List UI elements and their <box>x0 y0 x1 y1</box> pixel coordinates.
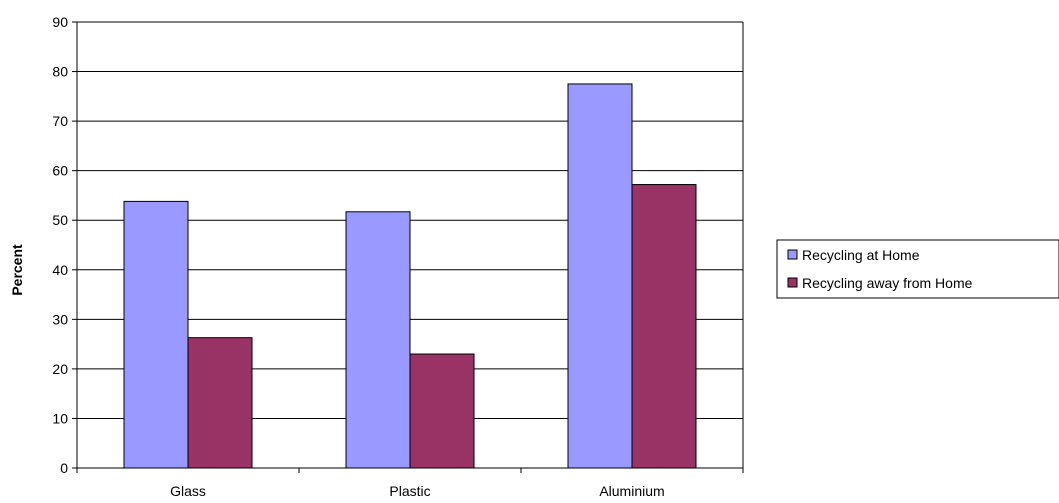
y-tick-label: 70 <box>52 113 68 129</box>
bar-home-glass <box>123 200 189 469</box>
x-tick-label: Plastic <box>389 483 430 499</box>
bar-home-aluminium <box>567 83 633 469</box>
legend-swatch-away <box>787 277 798 288</box>
y-tick-label: 0 <box>60 460 68 476</box>
bar-away-glass <box>187 337 253 469</box>
bar-home-plastic <box>345 211 411 469</box>
legend-label-away: Recycling away from Home <box>802 275 973 291</box>
y-tick-label: 20 <box>52 361 68 377</box>
bar-away-aluminium <box>631 184 697 469</box>
y-axis-title: Percent <box>9 244 25 296</box>
axes <box>72 21 744 473</box>
y-tick-labels: 0 10 20 30 40 50 60 70 80 90 <box>52 14 68 476</box>
legend-label-home: Recycling at Home <box>802 247 920 263</box>
legend-swatch-home <box>787 249 798 260</box>
y-tick-label: 40 <box>52 262 68 278</box>
x-tick-label: Glass <box>170 483 206 499</box>
legend: Recycling at Home Recycling away from Ho… <box>776 239 1059 299</box>
y-tick-label: 30 <box>52 311 68 327</box>
y-tick-label: 10 <box>52 410 68 426</box>
x-tick-label: Aluminium <box>599 483 664 499</box>
y-tick-label: 80 <box>52 64 68 80</box>
bar-away-plastic <box>409 353 475 469</box>
y-tick-label: 60 <box>52 163 68 179</box>
bars <box>123 83 697 469</box>
x-tick-labels: Glass Plastic Aluminium <box>170 483 665 499</box>
y-tick-label: 50 <box>52 212 68 228</box>
legend-box <box>776 239 1059 299</box>
y-tick-label: 90 <box>52 14 68 30</box>
